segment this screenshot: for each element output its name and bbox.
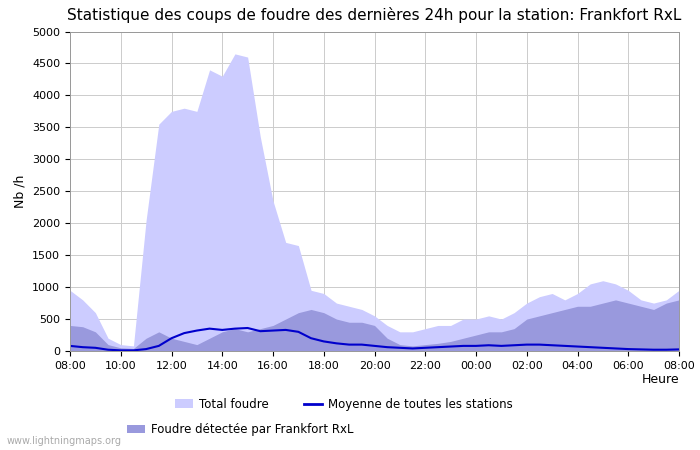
- Y-axis label: Nb /h: Nb /h: [13, 175, 27, 208]
- Legend: Foudre détectée par Frankfort RxL: Foudre détectée par Frankfort RxL: [122, 418, 358, 441]
- Text: Heure: Heure: [641, 374, 679, 387]
- Title: Statistique des coups de foudre des dernières 24h pour la station: Frankfort RxL: Statistique des coups de foudre des dern…: [67, 7, 682, 23]
- Text: www.lightningmaps.org: www.lightningmaps.org: [7, 436, 122, 446]
